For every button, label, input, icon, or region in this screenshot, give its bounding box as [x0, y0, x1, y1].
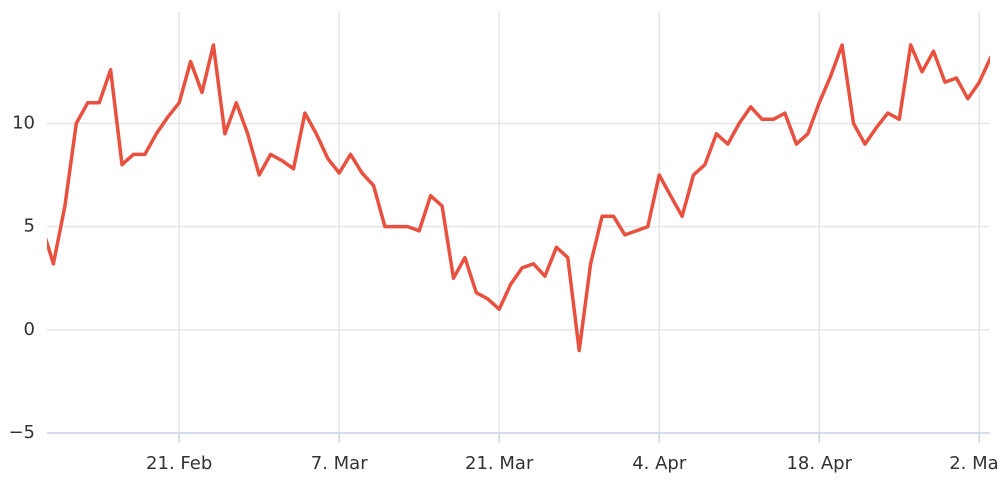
series-line	[47, 43, 990, 353]
y-tick-label: 0	[24, 319, 35, 340]
x-tick-label: 4. Apr	[632, 453, 687, 474]
x-tick-label: 21. Mar	[465, 453, 534, 474]
x-tick-label: 2. May	[949, 453, 998, 474]
x-tick-label: 7. Mar	[311, 453, 368, 474]
plot-area	[47, 43, 990, 353]
y-tick-label: −5	[8, 422, 35, 443]
y-tick-label: 5	[24, 216, 35, 237]
y-tick-label: 10	[12, 112, 35, 133]
x-tick-label: 18. Apr	[786, 453, 852, 474]
x-tick-label: 21. Feb	[146, 453, 212, 474]
